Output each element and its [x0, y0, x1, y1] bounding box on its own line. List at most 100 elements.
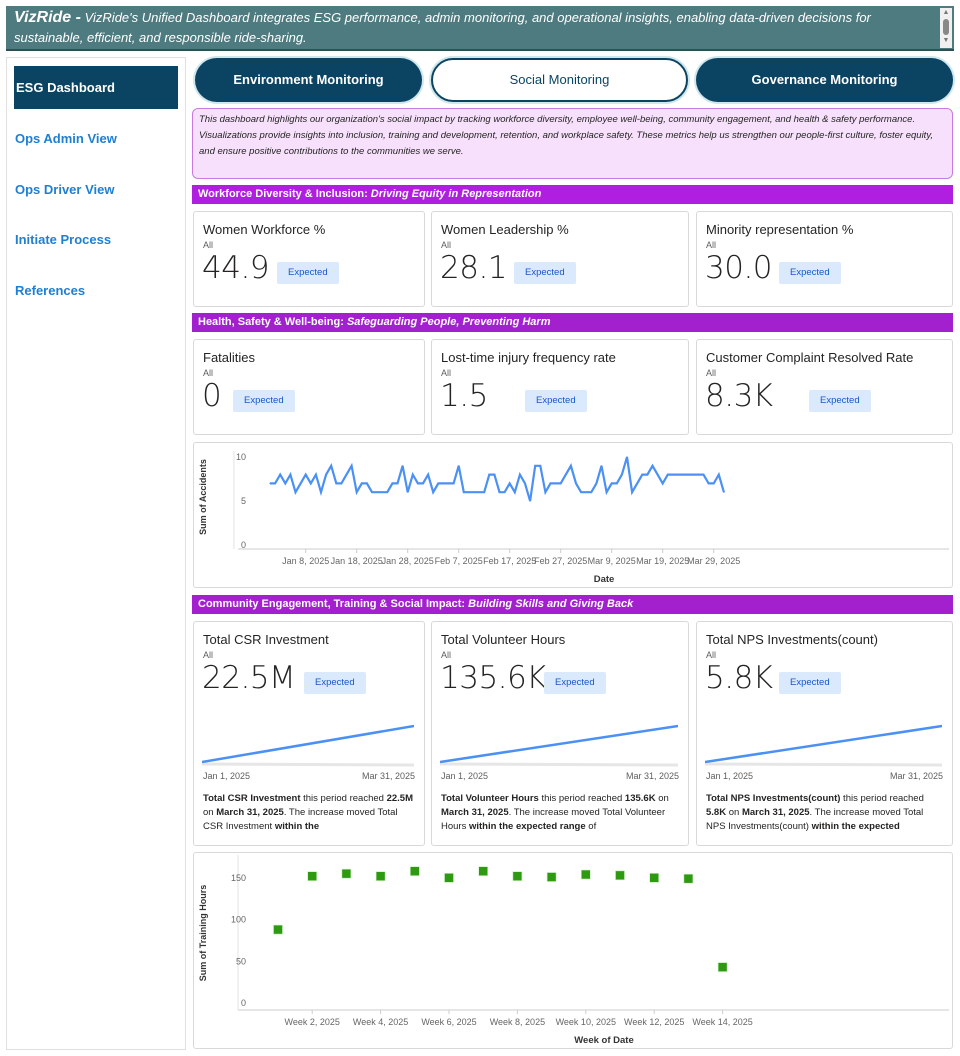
- kpi-title: Total CSR Investment: [203, 632, 329, 647]
- kpi-filter: All: [441, 368, 452, 378]
- sparkline-start-date: Jan 1, 2025: [441, 771, 489, 781]
- kpi-card: Total CSR Investment All 22.5M Expected …: [193, 621, 425, 846]
- status-badge: Expected: [233, 390, 295, 412]
- data-point: [284, 482, 286, 484]
- data-point: [595, 482, 597, 484]
- n-value: 22.5M: [386, 793, 413, 804]
- x-tick-label: Week 2, 2025: [285, 1017, 340, 1027]
- data-point: [713, 482, 715, 484]
- data-point: [325, 474, 327, 476]
- data-point: [590, 491, 592, 493]
- data-point: [708, 482, 710, 484]
- x-tick-label: Week 6, 2025: [421, 1017, 476, 1027]
- data-point: [468, 491, 470, 493]
- x-tick-label: Week 14, 2025: [692, 1017, 752, 1027]
- data-point: [356, 491, 358, 493]
- sparkline-trend: [202, 724, 414, 764]
- data-point: [320, 491, 322, 493]
- sparkline-end-date: Mar 31, 2025: [625, 771, 679, 781]
- tab-environment-monitoring[interactable]: Environment Monitoring: [195, 58, 422, 102]
- data-point: [432, 491, 434, 493]
- status-badge: Expected: [779, 262, 841, 284]
- training-hours-point: [273, 924, 283, 935]
- training-hours-point: [341, 868, 352, 879]
- x-tick-label: Jan 28, 2025: [382, 556, 434, 566]
- sidebar-item-initiate-process[interactable]: Initiate Process: [15, 232, 112, 247]
- data-point: [289, 474, 291, 476]
- data-point: [351, 465, 353, 467]
- data-point: [386, 491, 388, 493]
- y-axis-title: Sum of Training Hours: [198, 885, 208, 982]
- data-point: [529, 500, 531, 502]
- status-badge: Expected: [514, 262, 576, 284]
- x-tick-label: Jan 18, 2025: [331, 556, 383, 566]
- sidebar-item-references[interactable]: References: [15, 283, 86, 298]
- n-value: 135.6K: [624, 793, 656, 804]
- sparkline-start-date: Jan 1, 2025: [203, 771, 251, 781]
- section-subtitle: Safeguarding People, Preventing Harm: [346, 316, 551, 328]
- data-point: [458, 465, 460, 467]
- kpi-title: Customer Complaint Resolved Rate: [706, 350, 914, 365]
- kpi-filter: All: [706, 368, 717, 378]
- data-point: [345, 474, 348, 476]
- data-point: [437, 482, 439, 484]
- data-point: [646, 474, 648, 476]
- data-point: [677, 474, 679, 476]
- data-point: [636, 482, 638, 484]
- n-metric: Total NPS Investments(count): [706, 793, 841, 804]
- sparkline-trend: [705, 724, 942, 764]
- data-point: [519, 474, 521, 476]
- data-point: [565, 474, 567, 476]
- training-hours-point: [717, 962, 728, 972]
- header-scrollbar[interactable]: ▲ ▼: [940, 8, 952, 48]
- data-point: [412, 474, 414, 476]
- data-point: [269, 482, 271, 484]
- n-text: . The increase moved Total CSR Investmen…: [203, 807, 398, 832]
- section-header-safety: Health, Safety & Well-being: Safeguardin…: [192, 313, 953, 332]
- x-tick-label: Week 12, 2025: [624, 1017, 684, 1027]
- sidebar-item-ops-admin-view[interactable]: Ops Admin View: [15, 131, 117, 146]
- data-point: [330, 465, 332, 467]
- kpi-filter: All: [441, 240, 452, 250]
- data-point: [641, 474, 643, 476]
- kpi-card: Fatalities All 0 Expected: [193, 339, 425, 435]
- data-point: [580, 491, 582, 493]
- accidents-line-chart: 0 5 10 Jan 8, 2025 Jan 18, 2025 Jan 28, 2025 F…: [193, 442, 953, 588]
- accidents-series-line: [270, 456, 725, 502]
- sidebar: ESG Dashboard Ops Admin View Ops Driver …: [6, 57, 186, 1050]
- y-tick-label: 0: [241, 998, 246, 1008]
- data-point: [442, 482, 444, 484]
- data-point: [611, 482, 613, 484]
- n-text: on: [726, 807, 742, 818]
- tab-governance-monitoring[interactable]: Governance Monitoring: [696, 58, 953, 102]
- n-text: . The increase moved Total NPS Investmen…: [706, 807, 924, 832]
- training-hours-point: [444, 873, 454, 883]
- training-hours-point: [546, 872, 557, 882]
- data-point: [718, 474, 720, 476]
- training-hours-point: [512, 871, 523, 881]
- x-tick-label: Week 4, 2025: [353, 1017, 408, 1027]
- data-point: [702, 474, 705, 476]
- sidebar-item-esg-dashboard[interactable]: ESG Dashboard: [14, 66, 178, 109]
- training-hours-point: [307, 871, 317, 881]
- app-header: VizRide - VizRide's Unified Dashboard in…: [6, 6, 954, 51]
- y-tick-label: 50: [236, 956, 246, 966]
- sidebar-item-ops-driver-view[interactable]: Ops Driver View: [15, 182, 115, 197]
- kpi-narrative: Total NPS Investments(count) this period…: [706, 792, 944, 836]
- n-metric: Total Volunteer Hours: [441, 793, 539, 804]
- x-tick-label: Feb 27, 2025: [534, 556, 587, 566]
- n-date: March 31, 2025: [741, 807, 810, 818]
- data-point: [498, 491, 501, 493]
- kpi-filter: All: [203, 368, 214, 378]
- y-tick-label: 10: [236, 452, 246, 462]
- kpi-card: Total Volunteer Hours All 135.6K Expecte…: [431, 621, 689, 846]
- data-point: [626, 456, 628, 458]
- kpi-title: Fatalities: [203, 350, 256, 365]
- section-subtitle: Driving Equity in Representation: [370, 188, 542, 200]
- kpi-value: 28.1: [440, 250, 508, 286]
- n-text: . The increase moved Total Volunteer Hou…: [441, 807, 666, 832]
- kpi-value: 8.3K: [705, 378, 773, 414]
- n-date: March 31, 2025: [441, 807, 509, 818]
- x-tick-label: Week 10, 2025: [556, 1017, 616, 1027]
- tab-social-monitoring[interactable]: Social Monitoring: [431, 58, 688, 102]
